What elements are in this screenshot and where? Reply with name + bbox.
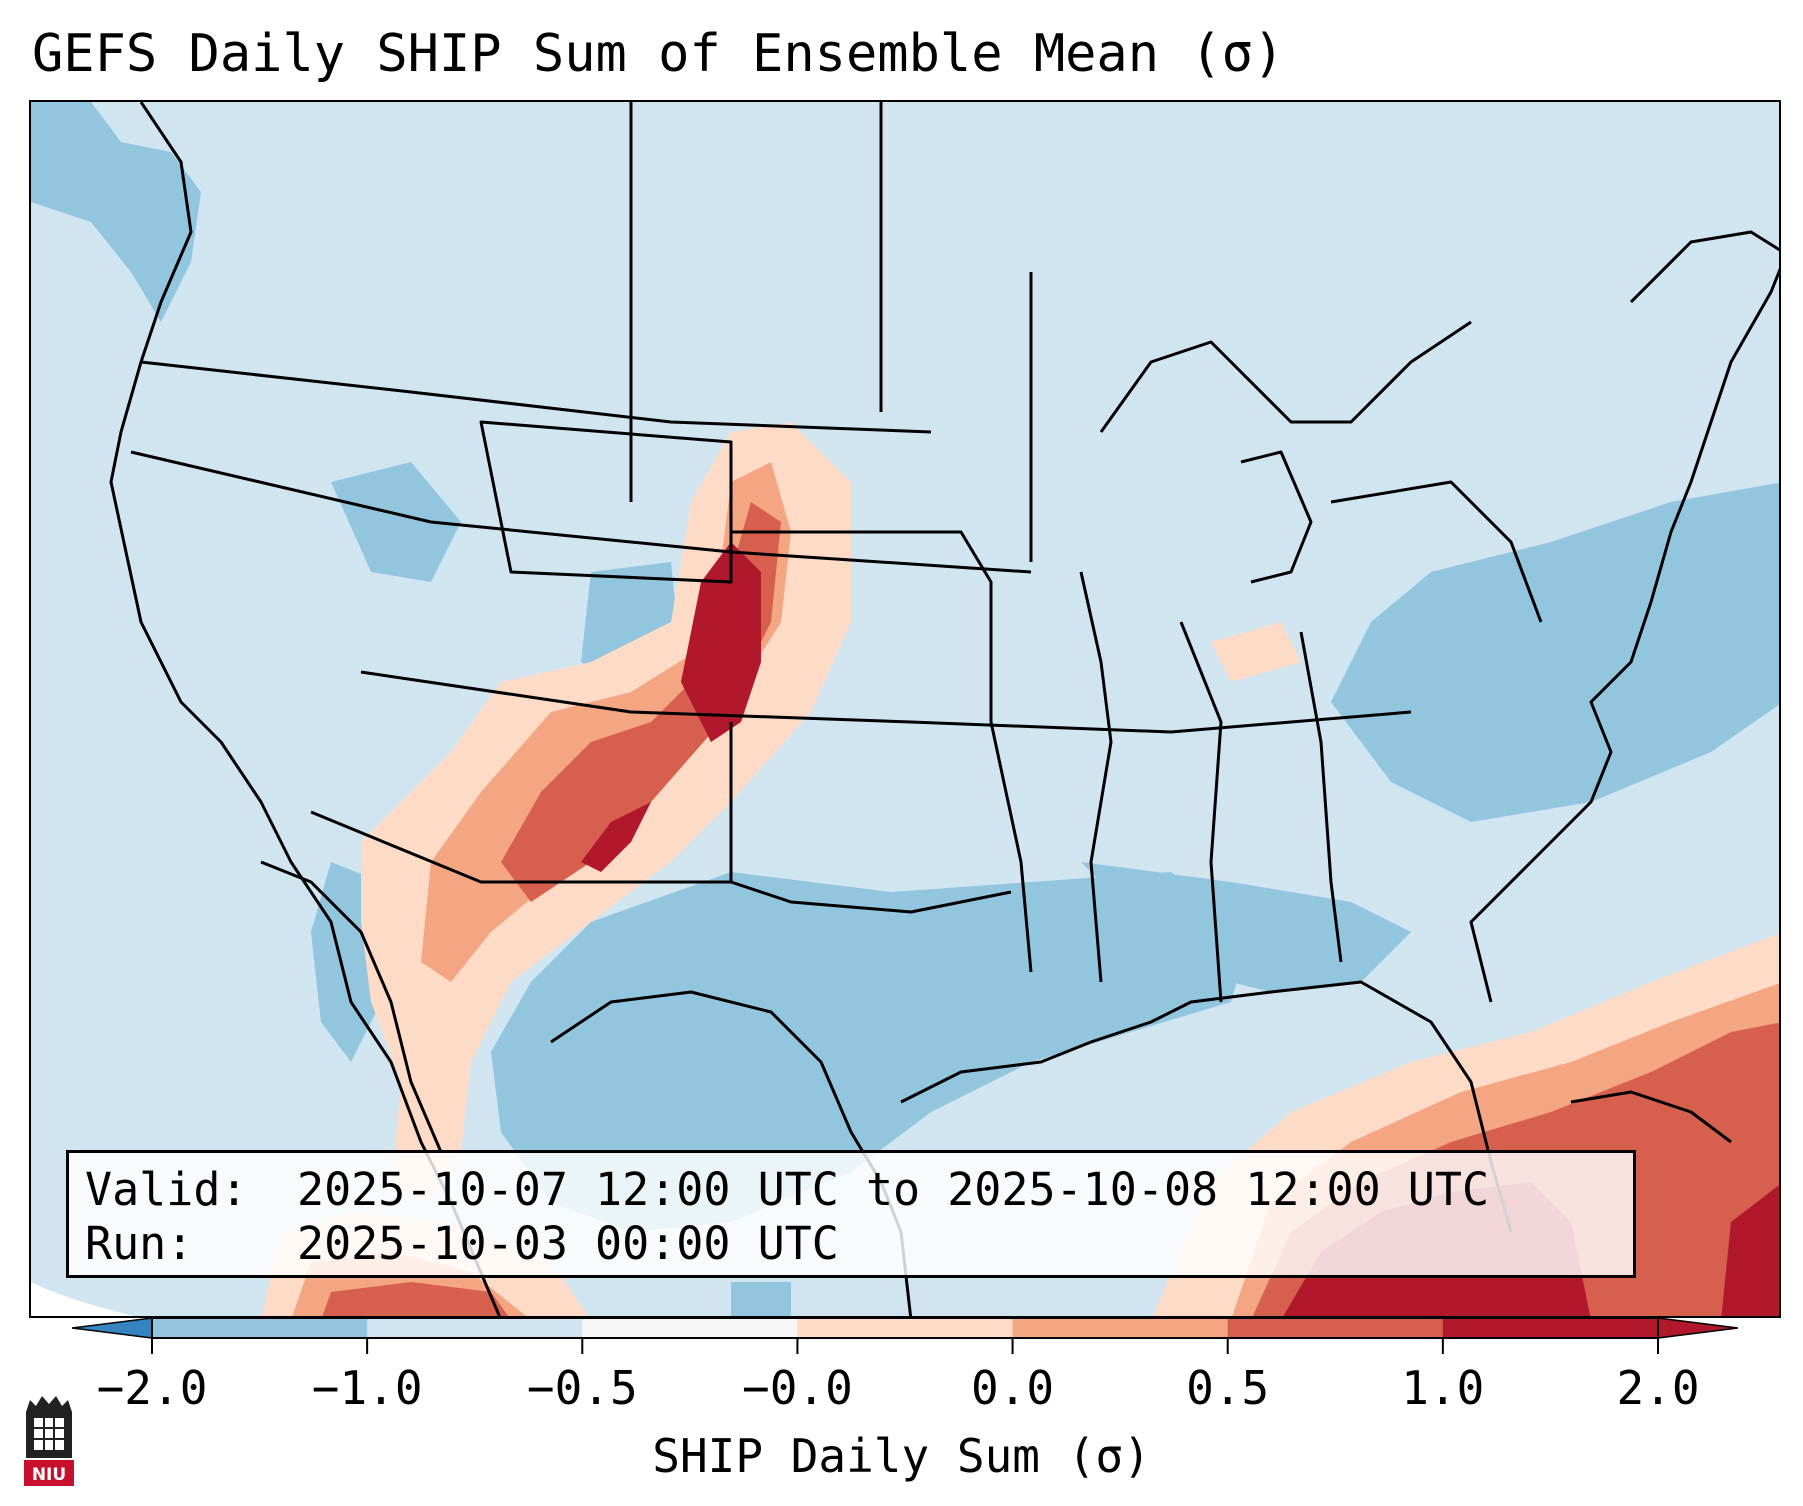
colorbar-segment [1227,1318,1444,1338]
valid-run-info-box: Valid: 2025-10-07 12:00 UTC to 2025-10-08… [66,1150,1636,1278]
colorbar-segment [1442,1318,1659,1338]
colorbar-segment [367,1318,583,1338]
colorbar-extend-low [72,1318,153,1339]
colorbar-tick-label: −2.0 [96,1361,208,1415]
colorbar-tick-marks [151,1338,1659,1354]
colorbar-tick-label: 1.0 [1401,1361,1485,1415]
map-canvas [31,102,1779,1316]
colorbar-frame [151,1318,1659,1339]
colorbar [72,1318,1738,1354]
niu-logo-icon: NIU [24,1396,74,1486]
colorbar-segment [152,1318,368,1338]
run-row: Run: 2025-10-03 00:00 UTC [85,1217,1617,1271]
colorbar-extend-high [1657,1318,1738,1339]
valid-label: Valid: [85,1163,248,1216]
colorbar-tick-label: 0.5 [1186,1361,1270,1415]
colorbar-tick-label: 2.0 [1616,1361,1700,1415]
colorbar-segment [797,1318,1014,1338]
colorbar-tick-label: −1.0 [311,1361,423,1415]
valid-value: 2025-10-07 12:00 UTC to 2025-10-08 12:00… [297,1163,1490,1216]
valid-row: Valid: 2025-10-07 12:00 UTC to 2025-10-08… [85,1163,1617,1217]
run-value: 2025-10-03 00:00 UTC [297,1217,839,1270]
colorbar-tick-label: −0.5 [526,1361,638,1415]
projection-edge [31,1282,134,1316]
colorbar-segment [1012,1318,1229,1338]
negative-anomaly-fields [31,102,1779,1316]
chart-title: GEFS Daily SHIP Sum of Ensemble Mean (σ) [32,24,1285,84]
run-label: Run: [85,1217,194,1270]
colorbar-label: SHIP Daily Sum (σ) [652,1429,1151,1483]
colorbar-segments [152,1318,1659,1338]
map-panel [29,100,1781,1318]
coastlines-borders [109,102,1779,1316]
logo-text: NIU [32,1465,66,1485]
colorbar-tick-label: 0.0 [971,1361,1055,1415]
colorbar-segment [582,1318,798,1338]
colorbar-tick-label: −0.0 [742,1361,853,1415]
